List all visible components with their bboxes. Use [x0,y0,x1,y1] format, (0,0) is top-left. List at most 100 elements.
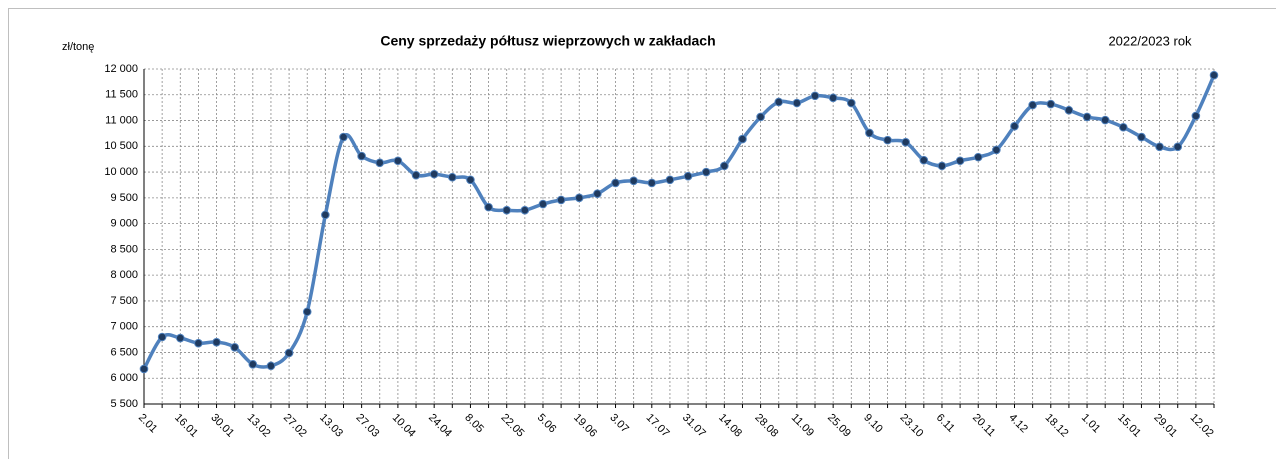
y-tick-label: 11 500 [105,89,138,101]
marker [720,161,729,171]
marker [393,156,403,166]
x-tick-label: 25.09 [825,412,853,440]
x-tick-label: 15.01 [1115,412,1143,440]
y-tick-label: 7 000 [110,321,138,333]
marker [538,199,548,209]
marker [792,98,802,108]
marker [194,338,203,348]
marker [665,175,675,185]
marker [321,210,330,220]
y-tick-label: 10 500 [104,140,138,152]
marker [248,360,258,369]
y-axis-label: zł/tonę [62,41,94,53]
chart-subtitle: 2022/2023 rok [1108,33,1192,48]
x-tick-label: 24.04 [426,412,454,440]
marker [1173,142,1183,152]
marker [574,193,584,203]
x-tick-label: 13.02 [245,412,273,440]
x-tick-label: 13.03 [317,412,345,440]
y-tick-label: 12 000 [104,63,138,75]
x-tick-label: 28.08 [752,412,780,440]
marker [846,98,856,108]
marker [1100,115,1110,125]
line [142,74,1216,370]
marker [992,145,1001,155]
marker [865,128,874,138]
y-tick-label: 5 500 [110,398,138,410]
x-tick-label: 1.01 [1079,412,1103,436]
marker [701,167,711,177]
marker [955,156,965,166]
y-tick-label: 9 500 [110,192,138,204]
marker [1209,70,1219,80]
x-tick-label: 19.06 [571,412,599,440]
marker [1064,105,1074,115]
y-tick-label: 8 000 [110,269,138,281]
x-tick-label: 29.01 [1151,412,1179,440]
marker [157,332,167,342]
marker [756,112,765,122]
marker [1082,112,1092,122]
marker [302,307,312,317]
y-tick-label: 6 500 [110,346,138,358]
x-tick-label: 16.01 [172,412,200,440]
y-tick-label: 9 000 [110,218,138,230]
marker [611,178,620,188]
x-tick-label: 2.01 [136,412,160,436]
x-tick-label: 6.11 [934,412,957,435]
marker [1155,142,1164,152]
y-tick-label: 7 500 [110,295,138,307]
marker [230,343,239,352]
marker [411,170,421,180]
chart-title: Ceny sprzedaży półtusz wieprzowych w zak… [380,33,715,49]
x-tick-label: 9.10 [861,412,885,436]
marker [810,91,820,101]
marker [901,137,910,147]
x-tick-label: 20.11 [970,412,997,439]
marker [484,202,493,212]
marker [1046,99,1056,109]
marker [284,348,294,358]
marker [556,195,566,205]
marker [973,152,983,162]
x-tick-label: 8.05 [462,412,486,436]
marker [629,176,638,186]
marker [357,151,366,161]
x-tick-label: 4.12 [1006,412,1030,436]
marker [1191,111,1201,121]
y-tick-label: 11 000 [105,114,138,126]
x-tick-label: 27.03 [353,412,381,440]
marker [683,171,693,181]
marker [883,135,892,145]
marker [375,158,385,168]
marker [919,155,929,165]
x-tick-label: 31.07 [680,412,708,440]
frame [8,8,1276,459]
marker [937,161,947,171]
marker [212,337,221,347]
x-tick-label: 18.12 [1043,412,1071,440]
marker [139,364,149,374]
marker [1010,121,1019,131]
marker [266,361,276,371]
marker [520,205,530,215]
x-tick-label: 27.02 [281,412,309,440]
x-tick-label: 5.06 [535,412,559,436]
y-tick-label: 6 000 [110,372,138,384]
marker [1119,122,1128,132]
marker [593,189,602,199]
marker [828,93,838,103]
marker [175,333,185,343]
x-tick-label: 12.02 [1188,412,1216,440]
x-tick-label: 14.08 [716,412,744,440]
marker [448,172,457,182]
marker [502,205,512,215]
marker [774,97,784,107]
marker [1137,132,1146,142]
marker [1028,100,1037,110]
marker [738,134,747,144]
x-tick-label: 10.04 [390,412,418,440]
x-tick-label: 22.05 [499,412,527,440]
marker [647,178,657,188]
